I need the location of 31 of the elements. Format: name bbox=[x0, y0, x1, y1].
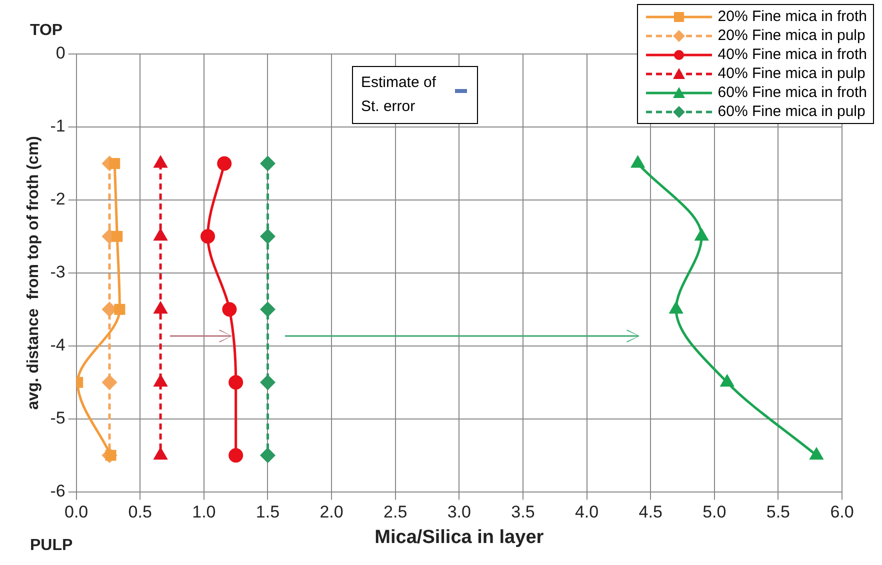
y-tick-label: 0 bbox=[56, 44, 66, 63]
legend-label: 20% Fine mica in froth bbox=[718, 7, 867, 26]
x-tick-label: 0.5 bbox=[128, 502, 152, 522]
y-tick-label: -3 bbox=[50, 262, 66, 282]
x-tick-label: 4.5 bbox=[638, 502, 662, 522]
x-tick-label: 1.5 bbox=[256, 502, 280, 522]
x-tick-label: 6.0 bbox=[830, 502, 854, 522]
legend-label: 60% Fine mica in froth bbox=[718, 83, 867, 102]
x-tick-label: 1.0 bbox=[192, 502, 216, 522]
x-axis-title: Mica/Silica in layer bbox=[374, 526, 544, 548]
x-tick-label: 3.5 bbox=[511, 502, 535, 522]
y-tick-label: -4 bbox=[50, 336, 66, 355]
legend-label: 20% Fine mica in pulp bbox=[718, 26, 866, 45]
x-tick-label: 2.5 bbox=[384, 502, 408, 522]
y-tick-label: -5 bbox=[50, 408, 66, 428]
y-axis-title: avg. distance from top of froth (cm) bbox=[25, 136, 42, 410]
legend-label: 60% Fine mica in pulp bbox=[718, 102, 866, 121]
text: TOP bbox=[30, 22, 63, 40]
legend-label: 40% Fine mica in pulp bbox=[718, 64, 866, 83]
x-tick-label: 3.0 bbox=[447, 502, 471, 522]
y-tick-label: -2 bbox=[50, 190, 66, 209]
legend-label: 40% Fine mica in froth bbox=[718, 45, 867, 64]
x-tick-label: 2.0 bbox=[320, 502, 344, 522]
note-box: Estimate of St. error bbox=[352, 66, 478, 124]
y-tick-label: -1 bbox=[50, 116, 66, 136]
y-tick-label: -6 bbox=[50, 481, 66, 500]
x-tick-label: 0.0 bbox=[64, 502, 88, 522]
x-tick-label: 4.0 bbox=[574, 502, 599, 522]
x-tick-label: 5.5 bbox=[766, 502, 790, 522]
x-tick-label: 5.0 bbox=[702, 502, 726, 522]
text: PULP bbox=[30, 536, 73, 555]
